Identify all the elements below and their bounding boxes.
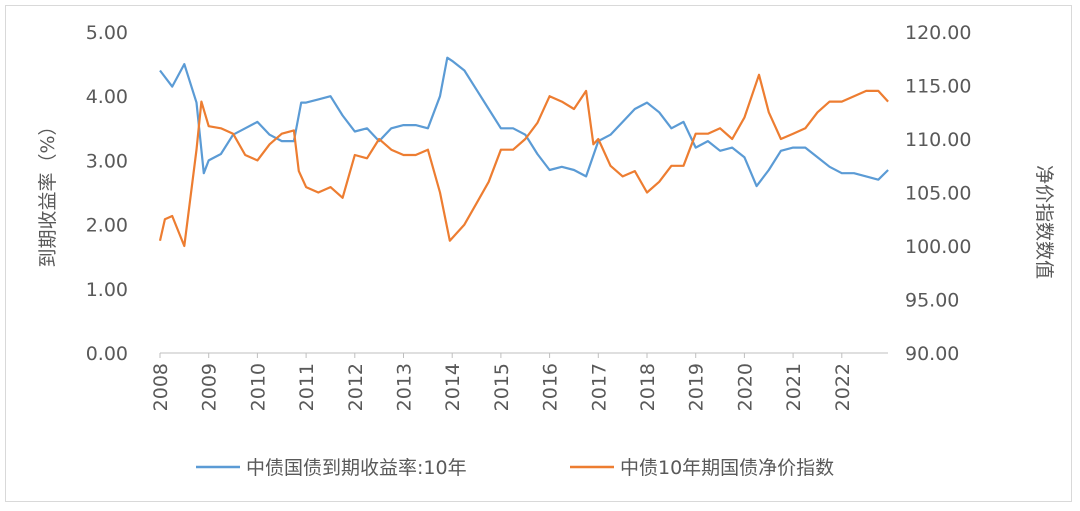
y2-axis-title: 净价指数数值 [1033, 165, 1055, 279]
y-tick-label: 2.00 [86, 215, 128, 237]
x-tick-label: 2016 [540, 363, 562, 411]
x-tick-label: 2013 [394, 363, 416, 411]
x-tick-label: 2010 [247, 363, 269, 411]
series-line-index [158, 73, 889, 248]
x-tick-label: 2021 [783, 363, 805, 411]
x-tick-label: 2017 [588, 363, 610, 411]
x-tick-label: 2009 [199, 363, 221, 411]
x-tick-label: 2019 [686, 363, 708, 411]
x-tick-label: 2014 [442, 363, 464, 411]
y2-tick-label: 105.00 [905, 183, 971, 205]
y-tick-label: 3.00 [86, 150, 128, 172]
chart-frame [5, 5, 1072, 502]
y2-tick-label: 120.00 [905, 22, 971, 44]
x-tick-label: 2012 [345, 363, 367, 411]
y-tick-label: 4.00 [86, 86, 128, 108]
x-tick-label: 2011 [296, 363, 318, 411]
y2-tick-label: 100.00 [905, 236, 971, 258]
x-tick-label: 2018 [637, 363, 659, 411]
y2-tick-label: 110.00 [905, 129, 971, 151]
x-tick-label: 2020 [734, 363, 756, 411]
x-tick-label: 2015 [491, 363, 513, 411]
series-line-yield [159, 56, 889, 188]
y-tick-label: 1.00 [86, 279, 128, 301]
y-axis-title: 到期收益率（%） [37, 116, 59, 267]
x-tick-label: 2008 [150, 363, 172, 411]
legend-label-index: 中债10年期国债净价指数 [620, 457, 834, 479]
y2-tick-label: 95.00 [905, 290, 959, 312]
y2-tick-label: 90.00 [905, 343, 959, 365]
x-tick-label: 2022 [832, 363, 854, 411]
y-tick-label: 5.00 [86, 22, 128, 44]
y-tick-label: 0.00 [86, 343, 128, 365]
y2-tick-label: 115.00 [905, 76, 971, 98]
legend-label-yield: 中债国债到期收益率:10年 [246, 457, 467, 479]
